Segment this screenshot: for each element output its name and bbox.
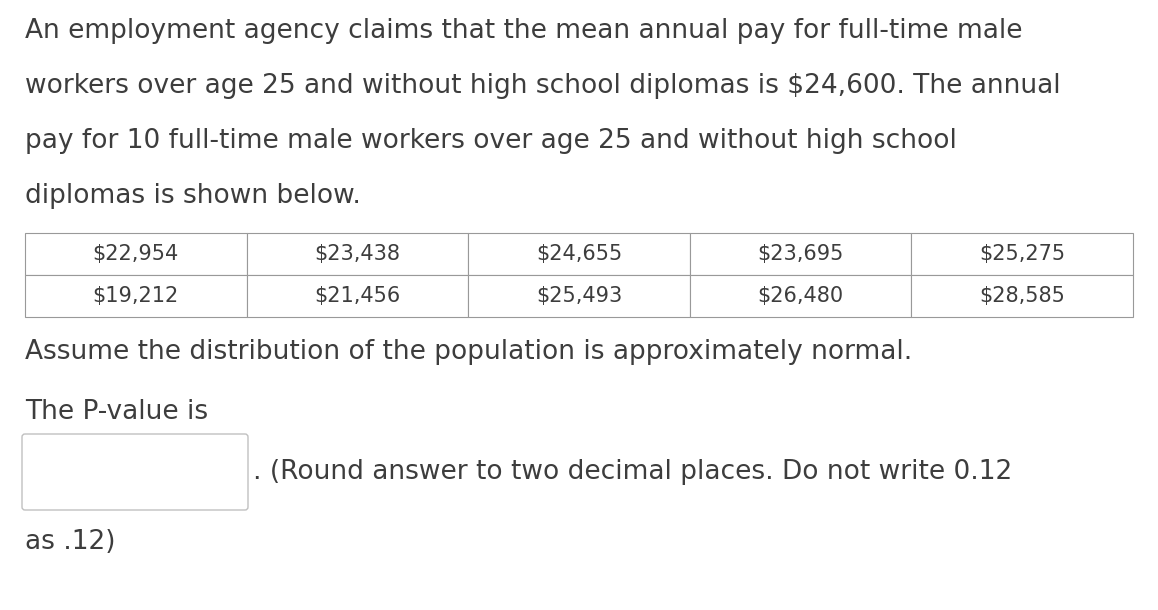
Text: as .12): as .12) (25, 529, 116, 555)
Text: . (Round answer to two decimal places. Do not write 0.12: . (Round answer to two decimal places. D… (252, 459, 1012, 485)
Text: $21,456: $21,456 (314, 286, 401, 306)
Text: $26,480: $26,480 (757, 286, 844, 306)
Bar (468, 275, 690, 317)
Text: $25,493: $25,493 (536, 286, 622, 306)
Bar (911, 275, 1133, 317)
Text: $23,695: $23,695 (757, 244, 844, 264)
Text: $22,954: $22,954 (93, 244, 179, 264)
Text: Assume the distribution of the population is approximately normal.: Assume the distribution of the populatio… (25, 339, 913, 365)
Bar (25, 233, 247, 275)
Bar (247, 275, 468, 317)
Bar (690, 233, 911, 275)
Bar (911, 233, 1133, 275)
Text: diplomas is shown below.: diplomas is shown below. (25, 183, 361, 209)
Text: $25,275: $25,275 (980, 244, 1065, 264)
Text: workers over age 25 and without high school diplomas is $24,600. The annual: workers over age 25 and without high sch… (25, 73, 1061, 99)
Bar (468, 233, 690, 275)
FancyBboxPatch shape (22, 434, 248, 510)
Text: The P-value is: The P-value is (25, 399, 208, 425)
Text: $28,585: $28,585 (980, 286, 1065, 306)
Text: $23,438: $23,438 (315, 244, 401, 264)
Bar (247, 233, 468, 275)
Text: $19,212: $19,212 (93, 286, 179, 306)
Bar (25, 275, 247, 317)
Text: An employment agency claims that the mean annual pay for full-time male: An employment agency claims that the mea… (25, 18, 1023, 44)
Bar (690, 275, 911, 317)
Text: pay for 10 full-time male workers over age 25 and without high school: pay for 10 full-time male workers over a… (25, 128, 957, 154)
Text: $24,655: $24,655 (536, 244, 622, 264)
